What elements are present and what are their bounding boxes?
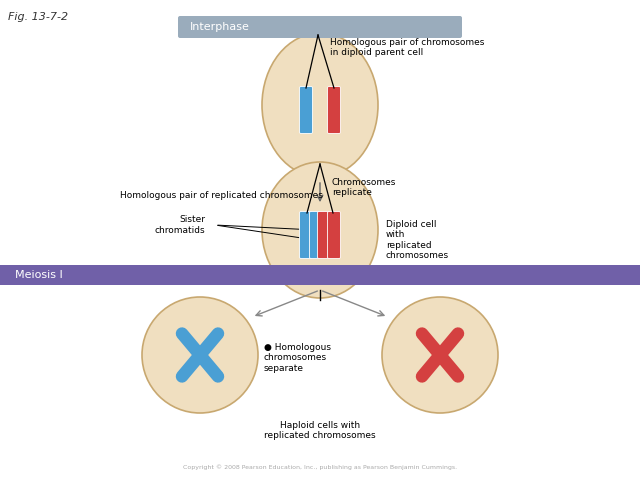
FancyBboxPatch shape [328, 212, 340, 259]
Ellipse shape [142, 297, 258, 413]
Text: Homologous pair of chromosomes
in diploid parent cell: Homologous pair of chromosomes in diploi… [330, 38, 484, 58]
Ellipse shape [382, 297, 498, 413]
Ellipse shape [262, 33, 378, 177]
FancyBboxPatch shape [300, 212, 312, 259]
Text: Chromosomes
replicate: Chromosomes replicate [332, 178, 396, 197]
FancyBboxPatch shape [310, 212, 323, 259]
Text: Homologous pair of replicated chromosomes: Homologous pair of replicated chromosome… [120, 191, 323, 200]
FancyBboxPatch shape [178, 16, 462, 38]
Text: Fig. 13-7-2: Fig. 13-7-2 [8, 12, 68, 22]
Text: Interphase: Interphase [190, 22, 250, 32]
Text: Meiosis I: Meiosis I [15, 270, 63, 280]
FancyBboxPatch shape [328, 86, 340, 133]
Text: Copyright © 2008 Pearson Education, Inc., publishing as Pearson Benjamin Cumming: Copyright © 2008 Pearson Education, Inc.… [183, 464, 457, 470]
Text: Diploid cell
with
replicated
chromosomes: Diploid cell with replicated chromosomes [386, 220, 449, 260]
FancyBboxPatch shape [317, 212, 330, 259]
Text: ● Homologous
chromosomes
separate: ● Homologous chromosomes separate [264, 343, 331, 373]
Text: Sister
chromatids: Sister chromatids [154, 216, 205, 235]
Text: Haploid cells with
replicated chromosomes: Haploid cells with replicated chromosome… [264, 421, 376, 441]
Bar [0, 265, 640, 285]
Ellipse shape [262, 162, 378, 298]
FancyBboxPatch shape [300, 86, 312, 133]
